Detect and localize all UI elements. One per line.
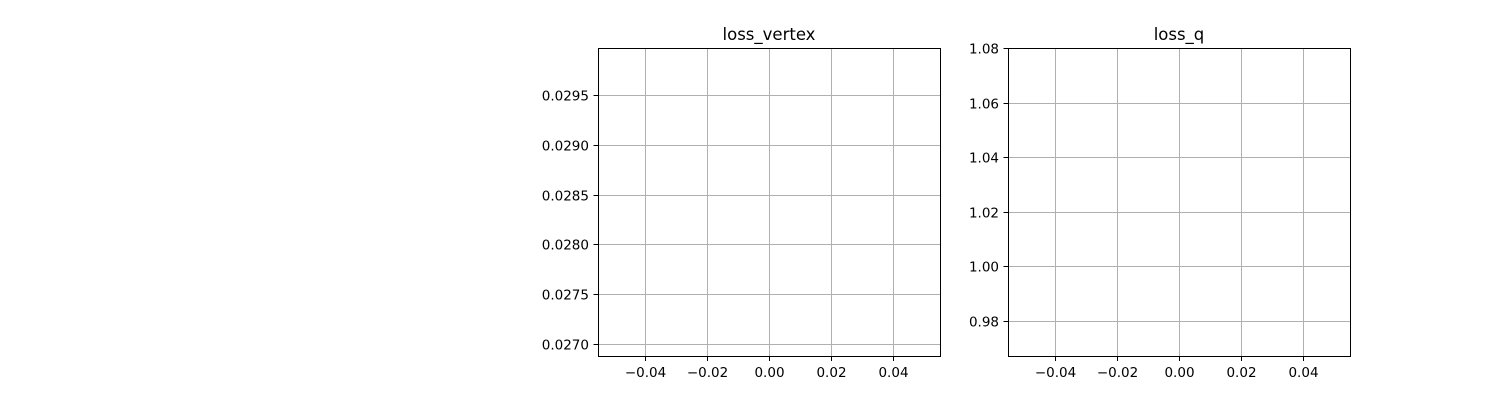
loss-vertex-xtick-label: −0.04: [625, 365, 666, 381]
loss-vertex-ytick-label: 0.0285: [542, 189, 589, 205]
loss-vertex-xtick-label: 0.00: [754, 365, 784, 381]
loss-q-axes: loss_q −0.04 −0.02 0.00 0.02 0.04 0.98 1.00 1.0…: [969, 25, 1351, 381]
loss-vertex-ytick-label: 0.0280: [542, 238, 589, 254]
loss-q-xtick-label: −0.04: [1035, 365, 1076, 381]
loss-vertex-ytick-label: 0.0270: [542, 338, 589, 354]
loss-vertex-ytick-label: 0.0295: [542, 89, 589, 105]
loss-q-xtick-label: −0.02: [1097, 365, 1138, 381]
loss-q-ytick-label: 1.00: [969, 260, 999, 276]
loss-vertex-xtick-label: −0.02: [687, 365, 728, 381]
loss-vertex-axes: loss_vertex −0.04 −0.02 0.00 0.02 0.04 0.0270…: [542, 25, 941, 381]
loss-q-ytick-label: 1.06: [969, 97, 999, 113]
loss-vertex-xtick-label: 0.02: [816, 365, 846, 381]
loss-vertex-xtick-label: 0.04: [878, 365, 908, 381]
loss-q-ytick-label: 1.02: [969, 206, 999, 222]
loss-q-xtick-label: 0.04: [1288, 365, 1318, 381]
loss-q-ytick-label: 0.98: [969, 315, 999, 331]
loss-q-title: loss_q: [1154, 25, 1205, 45]
loss-q-ytick-label: 1.08: [969, 42, 999, 58]
loss-vertex-ytick-label: 0.0290: [542, 139, 589, 155]
loss-vertex-grid: [598, 48, 940, 356]
loss-q-xtick-label: 0.00: [1164, 365, 1194, 381]
loss-vertex-title: loss_vertex: [723, 25, 816, 45]
loss-q-xtick-label: 0.02: [1226, 365, 1256, 381]
loss-vertex-ytick-label: 0.0275: [542, 288, 589, 304]
loss-q-ytick-label: 1.04: [969, 151, 999, 167]
